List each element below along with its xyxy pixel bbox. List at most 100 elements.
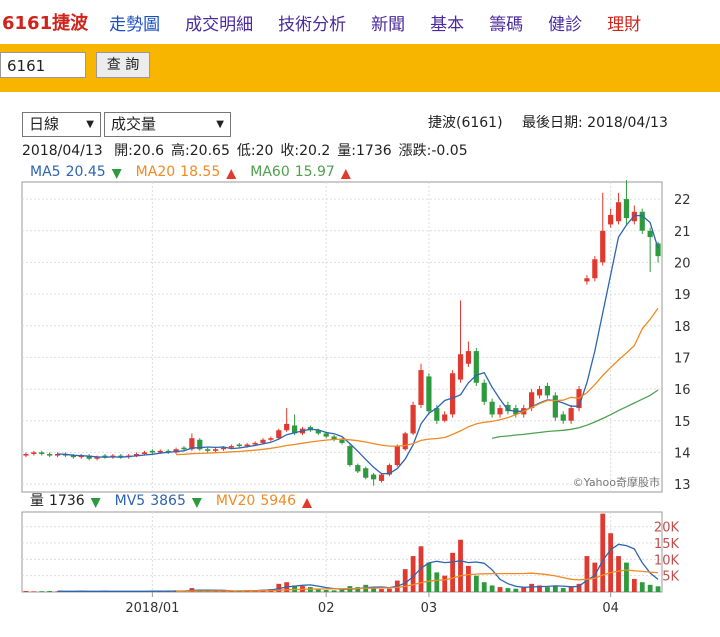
candle-body — [623, 199, 630, 219]
candle-body — [410, 404, 416, 434]
indicator-select[interactable]: 成交量 ▼ — [104, 112, 231, 137]
candle-body — [615, 202, 622, 222]
candle-body — [260, 439, 266, 443]
volume-bar — [315, 589, 321, 592]
quote-item: 量:1736 — [337, 143, 391, 159]
candle-body — [212, 449, 219, 451]
y-tick-label: 22 — [674, 193, 691, 208]
nav-link[interactable]: 基本 — [430, 14, 465, 35]
nav-link[interactable]: 新聞 — [371, 14, 406, 35]
volume-bar — [473, 575, 479, 592]
candle-body — [386, 465, 393, 475]
legend-value: 3865 — [150, 493, 186, 509]
candle-body — [165, 450, 171, 453]
nav-link[interactable]: 技術分析 — [278, 14, 347, 35]
down-arrow — [191, 498, 202, 508]
volume-bar — [608, 533, 614, 592]
period-select[interactable]: 日線 ▼ — [22, 112, 101, 137]
ma-line — [57, 543, 659, 592]
ma-line — [491, 389, 659, 439]
candle-body — [315, 430, 321, 434]
search-button[interactable]: 查 詢 — [96, 52, 150, 78]
volume-bar — [624, 562, 629, 592]
volume-bar — [521, 587, 527, 592]
dropdown-arrow: ▼ — [216, 119, 224, 130]
volume-bar — [600, 513, 606, 592]
candle-body — [23, 454, 29, 456]
candle-body — [371, 474, 377, 480]
down-arrow — [90, 498, 101, 508]
quote-item: 漲跌:-0.05 — [399, 143, 468, 159]
quote-label: 漲跌: — [398, 143, 432, 159]
volume-frame — [21, 511, 663, 593]
candle-body — [94, 457, 100, 459]
quote-line: 2018/04/13 開:20.6 高:20.65 低:20 收:20.2 量:1736… — [22, 140, 468, 160]
volume-bar — [545, 587, 550, 592]
y-tick-label: 17 — [674, 351, 691, 366]
candle-body — [220, 447, 227, 450]
x-tick-label: 02 — [318, 601, 335, 616]
candle-body — [584, 278, 590, 282]
x-tick-label: 2018/01 — [125, 601, 179, 616]
volume-bar — [513, 588, 519, 592]
candle-body — [54, 454, 61, 456]
y-tick-label: 14 — [674, 446, 691, 461]
y-tick-label: 10K — [654, 553, 680, 568]
quote-item: 開:20.6 — [114, 143, 164, 159]
candle-body — [505, 404, 511, 412]
volume-bar — [434, 572, 440, 592]
candle-body — [473, 351, 479, 383]
volume-bar — [458, 539, 463, 592]
nav-link[interactable]: 健診 — [548, 14, 583, 35]
volume-bar — [584, 556, 590, 592]
candle-body — [268, 438, 274, 440]
volume-bar — [292, 585, 297, 592]
volume-bar — [355, 587, 361, 592]
y-tick-label: 15K — [654, 537, 680, 552]
candle-body — [102, 455, 108, 458]
candle-body — [560, 414, 566, 421]
candle-body — [608, 214, 614, 225]
up-arrow — [301, 498, 312, 508]
period-value: 日線 — [29, 115, 60, 133]
quote-value: 20.2 — [299, 143, 331, 159]
nav-link[interactable]: 籌碼 — [489, 14, 524, 35]
search-input[interactable]: 6161 — [0, 52, 86, 78]
stock-name: 捷波(6161) — [428, 115, 503, 131]
volume-bar — [568, 587, 574, 592]
candle-body — [639, 211, 645, 231]
candle-body — [394, 446, 400, 466]
volume-bar — [387, 588, 392, 592]
quote-value: 20.6 — [132, 143, 165, 159]
y-tick-label: 13 — [674, 478, 691, 493]
quote-label: 開: — [114, 143, 133, 159]
nav-link[interactable]: 成交明細 — [185, 14, 254, 35]
legend-name: MV5 — [115, 493, 146, 509]
nav-link[interactable]: 走勢圖 — [109, 14, 161, 35]
symbol-title[interactable]: 6161捷波 — [2, 13, 89, 34]
candle-body — [592, 259, 598, 279]
nav-link[interactable]: 理財 — [607, 14, 642, 35]
candle-body — [78, 455, 84, 458]
legend-value: 20.45 — [66, 164, 106, 180]
candle-body — [284, 423, 290, 431]
price-frame — [21, 181, 663, 493]
candle-body — [252, 442, 258, 445]
candle-body — [276, 430, 282, 439]
candle-body — [363, 468, 369, 478]
candle-body — [331, 436, 337, 440]
legend-value: 5946 — [260, 493, 296, 509]
volume-bar — [55, 591, 60, 592]
candle-body — [189, 438, 195, 450]
quote-value: 20.65 — [189, 143, 230, 159]
volume-bar — [450, 552, 456, 592]
quote-label: 量: — [337, 143, 357, 159]
volume-bar — [426, 562, 432, 592]
candle-body — [442, 414, 448, 421]
candle-body — [544, 385, 551, 396]
quote-value: -0.05 — [431, 143, 468, 159]
search-bar: 6161 查 詢 — [0, 44, 720, 92]
volume-bar — [560, 588, 566, 592]
candle-body — [481, 382, 487, 402]
